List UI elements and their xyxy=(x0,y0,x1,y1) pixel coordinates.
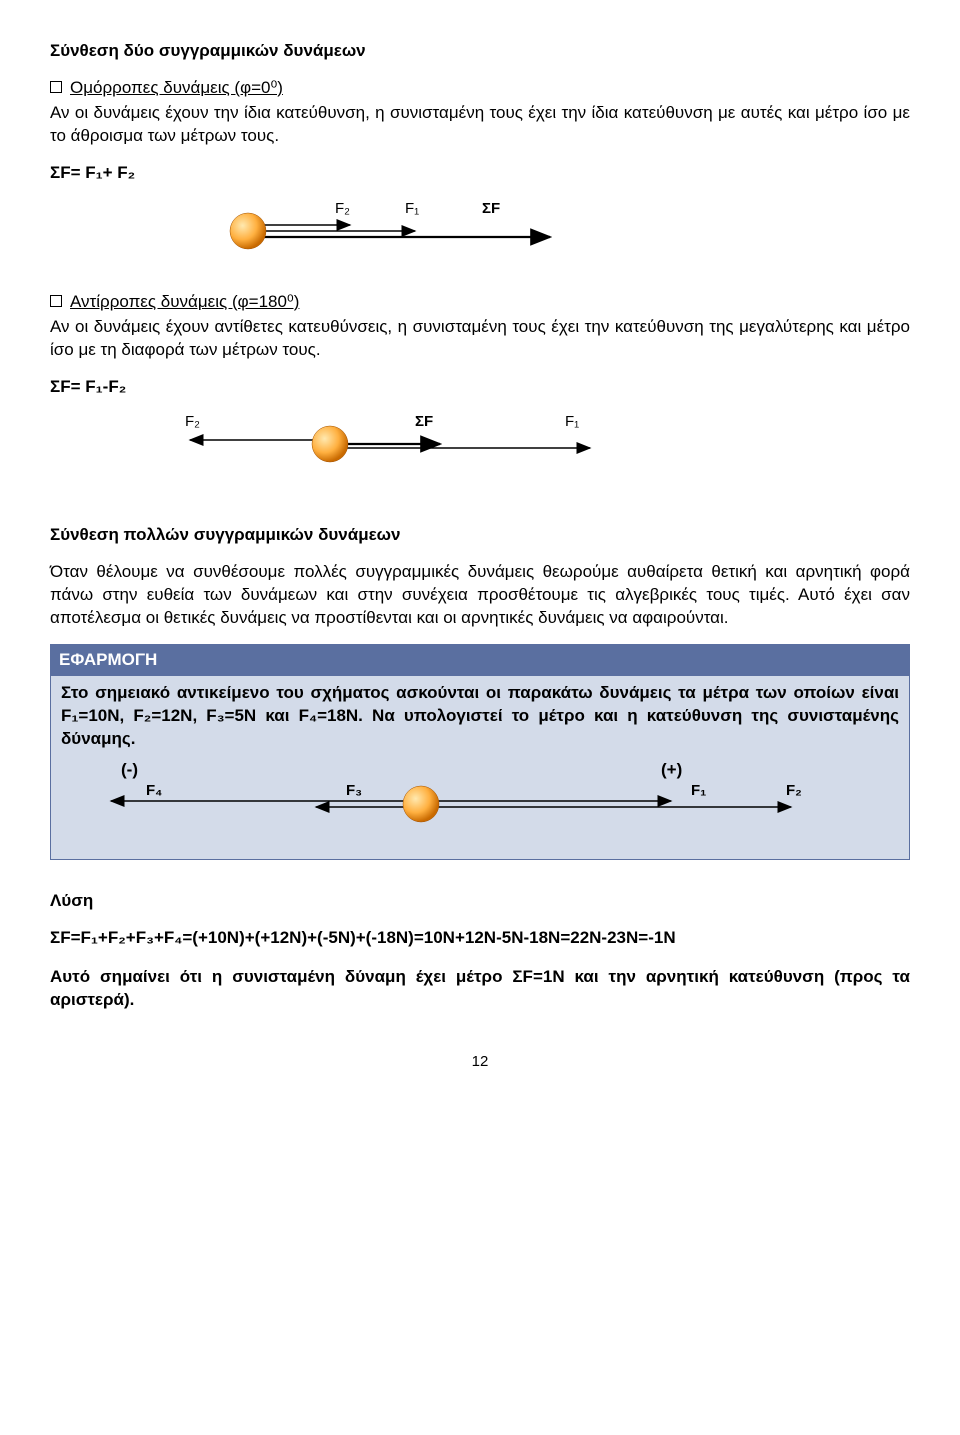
diagram1: F₂ F₁ ΣF xyxy=(220,201,640,261)
d2-sf: ΣF xyxy=(415,412,433,432)
bx-f4: F₄ xyxy=(146,781,162,801)
item1: Ομόρροπες δυνάμεις (φ=0⁰) xyxy=(50,77,910,100)
formula1: ΣF= F₁+ F₂ xyxy=(50,162,910,185)
d1-f2: F₂ xyxy=(335,199,350,219)
formula2: ΣF= F₁-F₂ xyxy=(50,376,910,399)
item1-text: Αν οι δυνάμεις έχουν την ίδια κατεύθυνση… xyxy=(50,102,910,148)
solution-line1: ΣF=F₁+F₂+F₃+F₄=(+10N)+(+12N)+(-5N)+(-18N… xyxy=(50,927,910,950)
square-bullet-icon xyxy=(50,295,62,307)
d1-sf: ΣF xyxy=(482,199,500,219)
box-header: ΕΦΑΡΜΟΓΗ xyxy=(51,645,909,676)
box-body: Στο σημειακό αντικείμενο του σχήματος ασ… xyxy=(51,676,909,859)
box-diagram: (-) (+) F₄ F₃ F₁ F₂ xyxy=(91,765,869,845)
item2: Αντίρροπες δυνάμεις (φ=180⁰) xyxy=(50,291,910,314)
bx-f1: F₁ xyxy=(691,781,706,801)
bx-f3: F₃ xyxy=(346,781,362,801)
box-diagram-svg xyxy=(91,765,851,825)
solution-line2: Αυτό σημαίνει ότι η συνισταμένη δύναμη έ… xyxy=(50,966,910,1012)
plus-sign: (+) xyxy=(661,759,682,782)
solution-heading: Λύση xyxy=(50,890,910,913)
diagram1-svg xyxy=(220,201,640,251)
d1-f1: F₁ xyxy=(405,199,419,219)
diagram2: F₂ ΣF F₁ xyxy=(170,414,670,474)
section1-title: Σύνθεση δύο συγγραμμικών δυνάμεων xyxy=(50,40,910,63)
bx-f2: F₂ xyxy=(786,781,802,801)
item1-heading: Ομόρροπες δυνάμεις (φ=0⁰) xyxy=(70,77,283,100)
box-body-text: Στο σημειακό αντικείμενο του σχήματος ασ… xyxy=(61,683,899,748)
d2-f2: F₂ xyxy=(185,412,200,432)
d2-f1: F₁ xyxy=(565,412,579,432)
item2-heading: Αντίρροπες δυνάμεις (φ=180⁰) xyxy=(70,291,299,314)
application-box: ΕΦΑΡΜΟΓΗ Στο σημειακό αντικείμενο του σχ… xyxy=(50,644,910,860)
item2-text: Αν οι δυνάμεις έχουν αντίθετες κατευθύνσ… xyxy=(50,316,910,362)
square-bullet-icon xyxy=(50,81,62,93)
section2-text: Όταν θέλουμε να συνθέσουμε πολλές συγγρα… xyxy=(50,561,910,630)
minus-sign: (-) xyxy=(121,759,138,782)
page-number: 12 xyxy=(50,1052,910,1072)
section2-title: Σύνθεση πολλών συγγραμμικών δυνάμεων xyxy=(50,524,910,547)
